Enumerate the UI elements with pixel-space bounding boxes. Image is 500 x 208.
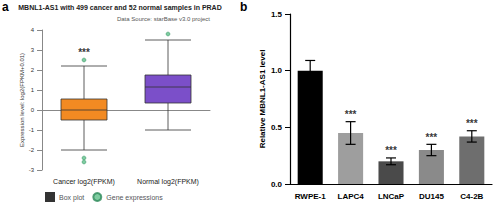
svg-text:Expression level: log2(FPKM+0.: Expression level: log2(FPKM+0.01) (19, 53, 25, 147)
svg-text:RWPE-1: RWPE-1 (295, 192, 327, 201)
svg-text:***: *** (466, 118, 478, 129)
svg-text:Gene expressions: Gene expressions (106, 194, 163, 202)
svg-text:Cancer log2(FPKM): Cancer log2(FPKM) (53, 178, 115, 186)
svg-text:1.5: 1.5 (271, 10, 283, 19)
svg-text:***: *** (426, 132, 438, 143)
svg-text:2: 2 (31, 67, 35, 73)
svg-text:-1: -1 (29, 127, 35, 133)
svg-text:0: 0 (31, 107, 35, 113)
svg-text:a: a (2, 0, 9, 14)
svg-text:-2: -2 (29, 147, 35, 153)
svg-text:DU145: DU145 (419, 192, 444, 201)
svg-text:***: *** (345, 109, 357, 120)
svg-text:LNCaP: LNCaP (378, 192, 405, 201)
svg-text:Box plot: Box plot (59, 194, 84, 202)
svg-text:Data Source: starBase v3.0 pro: Data Source: starBase v3.0 project (117, 16, 210, 22)
svg-text:Relative MBNL1-AS1 level: Relative MBNL1-AS1 level (258, 50, 267, 149)
svg-text:***: *** (78, 47, 90, 58)
svg-text:-3: -3 (29, 167, 35, 173)
svg-text:0.0: 0.0 (271, 180, 283, 189)
svg-text:3: 3 (31, 47, 35, 53)
svg-text:b: b (240, 0, 247, 14)
svg-text:Normal log2(FPKM): Normal log2(FPKM) (137, 178, 199, 186)
svg-text:***: *** (385, 145, 397, 156)
svg-text:0.5: 0.5 (271, 123, 283, 132)
svg-text:C4-2B: C4-2B (460, 192, 483, 201)
svg-text:4: 4 (31, 27, 35, 33)
svg-text:MBNL1-AS1 with 499 cancer and: MBNL1-AS1 with 499 cancer and 52 normal … (18, 4, 221, 12)
svg-text:1.0: 1.0 (271, 66, 283, 75)
svg-text:LAPC4: LAPC4 (337, 192, 364, 201)
svg-text:1: 1 (31, 87, 35, 93)
